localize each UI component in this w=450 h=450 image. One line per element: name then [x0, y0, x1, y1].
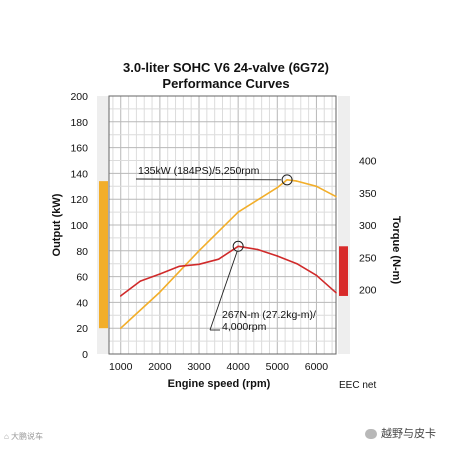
torque-data-point — [139, 280, 142, 282]
eec-net-note: EEC net — [339, 380, 376, 391]
torque-peak-marker — [232, 240, 244, 252]
right-scale-bar — [339, 246, 348, 296]
output-data-point — [335, 195, 337, 198]
torque-data-point — [217, 258, 220, 260]
torque-data-point — [256, 248, 259, 251]
torque-peak-leader — [209, 251, 238, 331]
y-tick-label-left: 120 — [70, 194, 88, 206]
y-tick-label-left: 80 — [76, 246, 88, 258]
y-tick-label-left: 0 — [82, 349, 88, 361]
y-tick-label-right: 350 — [359, 188, 377, 200]
y-tick-label-right: 250 — [359, 252, 377, 264]
torque-curve — [120, 245, 337, 297]
x-tick-label: 3000 — [187, 361, 211, 373]
output-data-point — [296, 180, 298, 182]
scale-bars — [97, 96, 350, 354]
y-tick-label-left: 60 — [76, 272, 88, 284]
chart-grid — [108, 95, 337, 355]
torque-peak-label: 267N-m (27.2kg-m)/ — [222, 309, 316, 321]
y-tick-label-right: 200 — [359, 285, 377, 297]
y-tick-label-right: 300 — [359, 220, 377, 232]
tick-labels: 1000 2000 3000 4000 5000 6000 0 20 40 60 80 100 120 1… — [70, 91, 376, 373]
y-axis-label-right: Torque (N-m) — [390, 216, 402, 285]
x-axis-label: Engine speed (rpm) — [168, 378, 271, 390]
footer-right-source: 越野与皮卡 — [365, 425, 436, 441]
torque-data-point — [159, 273, 161, 275]
x-tick-label: 1000 — [109, 361, 133, 373]
plot-frame — [108, 95, 337, 355]
output-data-point — [276, 186, 279, 189]
x-tick-label: 5000 — [266, 361, 290, 373]
output-data-point — [237, 211, 239, 213]
x-tick-label: 6000 — [305, 361, 329, 373]
output-data-point — [315, 185, 318, 188]
wechat-icon — [365, 429, 377, 440]
torque-data-point — [198, 263, 200, 266]
output-data-point — [198, 250, 200, 252]
torque-data-point — [119, 295, 122, 297]
torque-data-point — [335, 291, 337, 294]
left-scale-bar — [99, 181, 108, 329]
torque-data-point — [276, 255, 279, 257]
x-tick-label: 2000 — [148, 361, 172, 373]
output-data-point — [159, 291, 161, 293]
torque-data-point — [237, 245, 239, 248]
torque-peak-label: 4,000rpm — [222, 321, 267, 333]
annotations: 135kW (184PS)/5,250rpm 267N-m (27.2kg-m)/… — [135, 165, 316, 333]
footer-left-logo: ⌂ 大鹏说车 — [4, 432, 44, 441]
y-tick-label-left: 180 — [70, 117, 88, 129]
chart-title-line-2: Performance Curves — [162, 76, 289, 91]
output-peak-leader — [135, 178, 282, 181]
right-scale-strip — [338, 96, 350, 354]
torque-data-point — [178, 265, 181, 268]
y-tick-label-left: 20 — [76, 323, 88, 335]
y-axis-label-left: Output (kW) — [51, 193, 63, 256]
data-series — [119, 179, 337, 330]
output-data-point — [119, 327, 122, 330]
output-curve — [120, 179, 337, 329]
y-tick-label-left: 140 — [70, 168, 88, 180]
output-peak-label: 135kW (184PS)/5,250rpm — [138, 165, 260, 177]
y-tick-label-left: 40 — [76, 297, 88, 309]
y-tick-label-left: 200 — [70, 91, 88, 103]
output-peak-marker — [281, 174, 293, 186]
x-tick-label: 4000 — [226, 361, 250, 373]
y-tick-label-left: 100 — [70, 220, 88, 232]
y-tick-label-left: 160 — [70, 143, 88, 155]
y-tick-label-right: 400 — [359, 156, 377, 168]
torque-data-point — [315, 274, 318, 277]
footer-right-text: 越野与皮卡 — [381, 428, 436, 440]
torque-data-point — [296, 262, 298, 265]
chart-title-line-1: 3.0-liter SOHC V6 24-valve (6G72) — [123, 60, 329, 75]
output-data-point — [286, 179, 288, 181]
